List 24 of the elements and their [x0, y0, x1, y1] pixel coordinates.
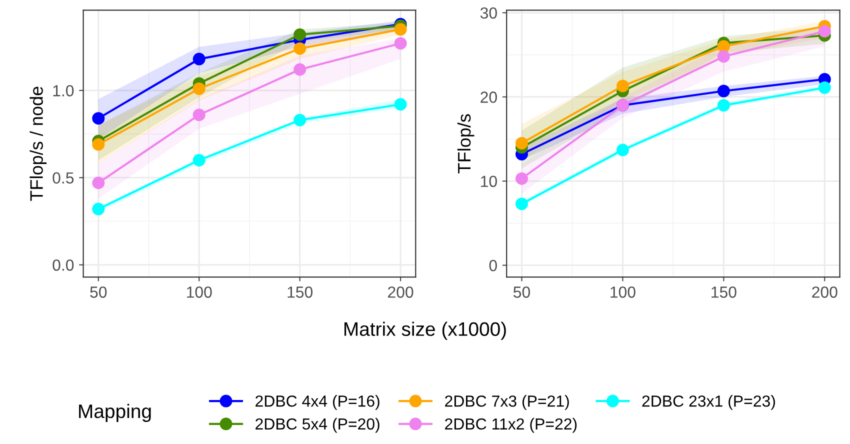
- legend-label: 2DBC 23x1 (P=23): [642, 395, 775, 410]
- x-tick-label: 150: [712, 286, 736, 298]
- legend-label: 2DBC 4x4 (P=16): [256, 395, 380, 410]
- legend-label: 2DBC 11x2 (P=22): [445, 418, 577, 433]
- x-tick-label: 150: [288, 286, 313, 298]
- y-axis-title: TFlop/s / node: [30, 86, 47, 201]
- y-tick-label: 20: [480, 92, 497, 103]
- y-tick-label: 0.5: [52, 172, 74, 184]
- x-tick-label: 200: [812, 286, 838, 298]
- x-axis-title: Matrix size (x1000): [344, 322, 506, 340]
- y-tick-label: 0.0: [52, 259, 74, 271]
- x-tick-label: 50: [90, 286, 107, 298]
- legend-title: Mapping: [79, 404, 151, 422]
- y-tick-label: 1.0: [53, 85, 74, 96]
- x-tick-label: 100: [610, 286, 636, 298]
- y-tick-label: 10: [481, 176, 497, 188]
- legend-label: 2DBC 5x4 (P=20): [256, 418, 380, 433]
- y-tick-label: 30: [480, 7, 497, 19]
- y-axis-title: TFlop/s: [457, 114, 474, 174]
- legend-label: 2DBC 7x3 (P=21): [445, 395, 569, 410]
- x-tick-label: 100: [187, 286, 212, 298]
- x-tick-label: 200: [388, 286, 414, 298]
- x-tick-label: 50: [514, 286, 530, 298]
- y-tick-label: 0: [489, 260, 497, 272]
